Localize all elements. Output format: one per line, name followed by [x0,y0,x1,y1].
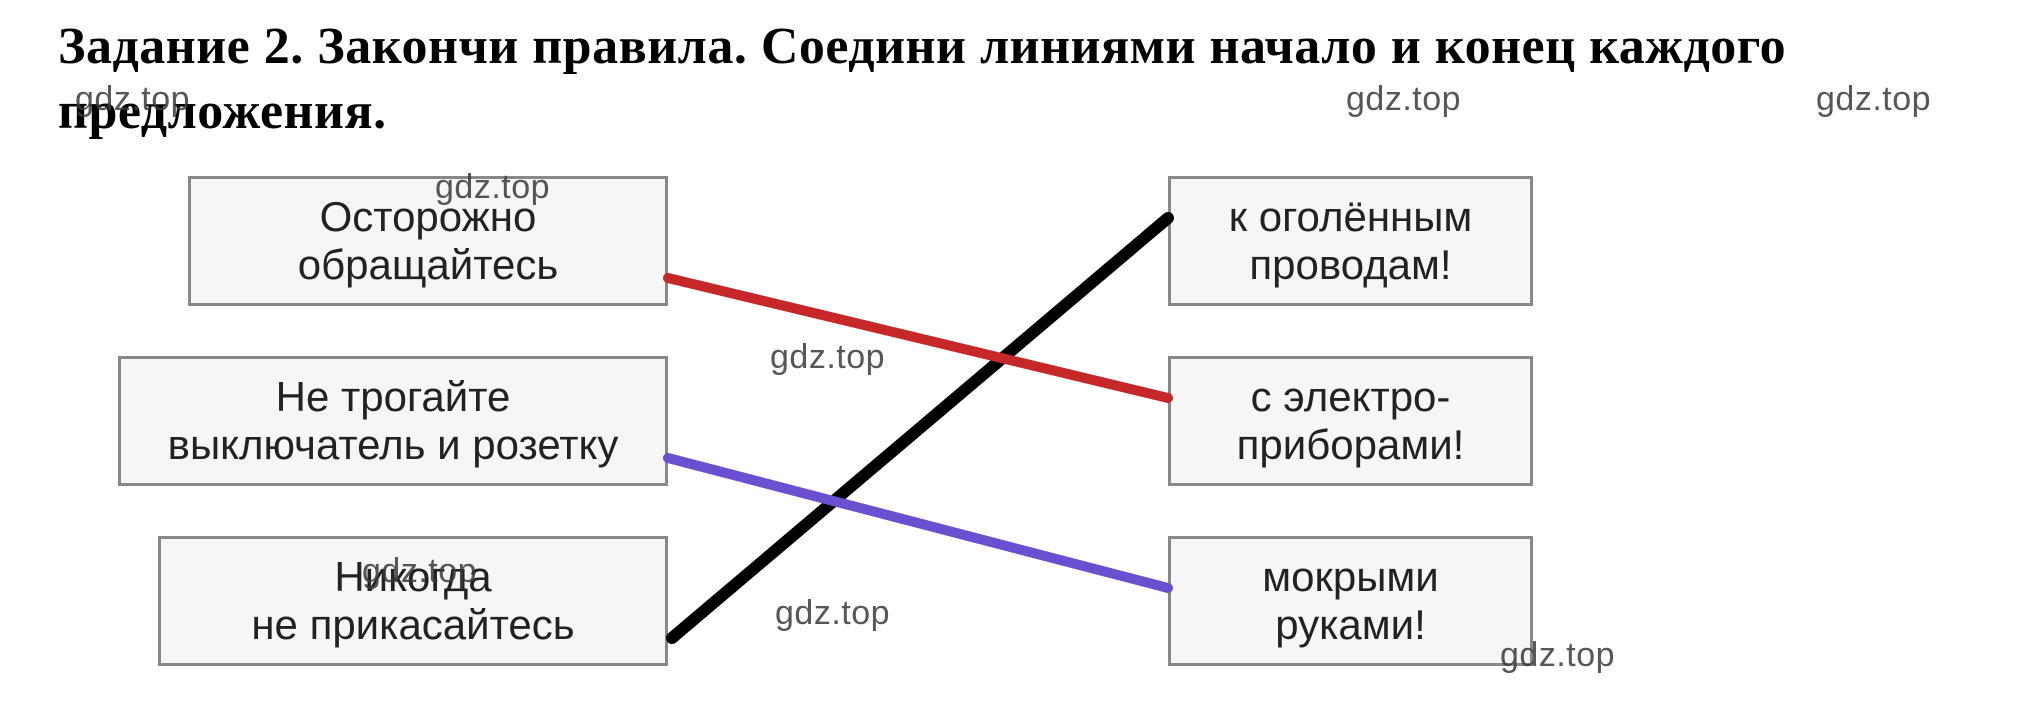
watermark: gdz.top [1346,80,1461,119]
conn-black [672,218,1168,638]
watermark: gdz.top [362,552,477,591]
watermark: gdz.top [75,80,190,119]
watermark: gdz.top [1500,636,1615,675]
task-title: Задание 2. Закончи правила. Соедини лини… [58,14,1978,144]
right-box-3-text: мокрымируками! [1262,553,1439,650]
conn-purple [668,458,1168,588]
right-box-3: мокрымируками! [1168,536,1533,666]
right-box-1: к оголённымпроводам! [1168,176,1533,306]
left-box-2: Не трогайтевыключатель и розетку [118,356,668,486]
watermark: gdz.top [770,338,885,377]
left-box-1-text: Осторожнообращайтесь [298,193,559,290]
right-box-2: с электро-приборами! [1168,356,1533,486]
left-box-2-text: Не трогайтевыключатель и розетку [168,373,619,470]
right-box-2-text: с электро-приборами! [1237,373,1465,470]
right-box-1-text: к оголённымпроводам! [1229,193,1473,290]
conn-red [668,278,1168,398]
watermark: gdz.top [435,168,550,207]
watermark: gdz.top [775,594,890,633]
watermark: gdz.top [1816,80,1931,119]
left-box-1: Осторожнообращайтесь [188,176,668,306]
